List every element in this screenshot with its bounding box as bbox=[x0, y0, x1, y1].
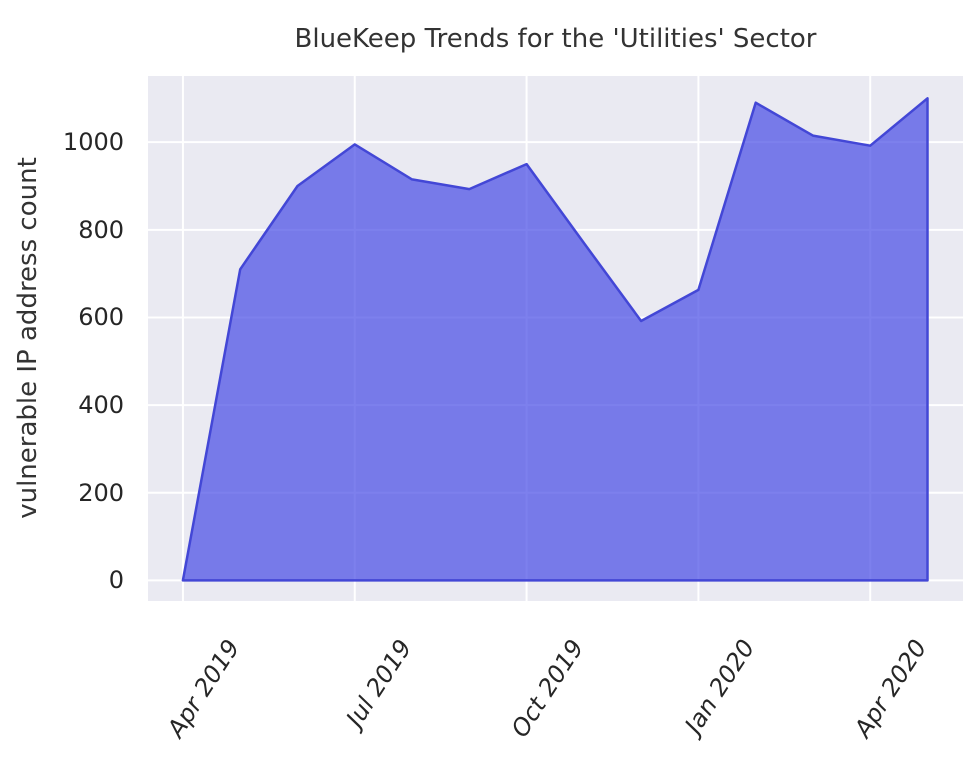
y-tick-label: 600 bbox=[78, 303, 124, 332]
area-polygon bbox=[181, 97, 929, 582]
area-chart-canvas bbox=[148, 76, 963, 601]
x-tick-label: Apr 2020 bbox=[849, 634, 933, 743]
y-tick-label: 800 bbox=[78, 215, 124, 244]
chart-title: BlueKeep Trends for the 'Utilities' Sect… bbox=[294, 24, 817, 54]
x-tick-label: Jul 2019 bbox=[340, 634, 418, 732]
y-tick-label: 1000 bbox=[62, 128, 124, 157]
x-tick-label: Oct 2019 bbox=[505, 634, 589, 743]
y-tick-label: 200 bbox=[78, 478, 124, 507]
y-tick-label: 400 bbox=[78, 391, 124, 420]
plot-area bbox=[148, 76, 963, 601]
y-tick-label: 0 bbox=[108, 566, 124, 595]
x-tick-label: Apr 2019 bbox=[161, 634, 246, 743]
x-tick-label: Jan 2020 bbox=[679, 634, 761, 739]
area-series bbox=[181, 97, 929, 582]
